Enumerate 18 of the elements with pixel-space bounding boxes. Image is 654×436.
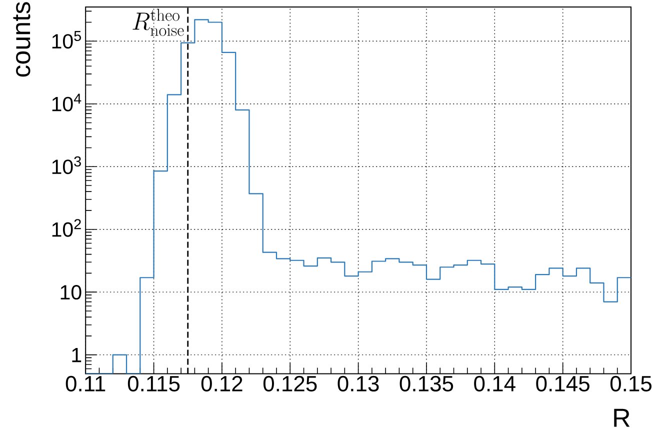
x-tick-label: 0.11	[66, 376, 106, 392]
x-axis-title: R	[614, 408, 630, 427]
ref-line-label: $R^{\mathrm{theo}}_{\mathrm{noise}}$	[132, 8, 184, 36]
x-tick-label: 0.115	[128, 376, 180, 392]
y-tick-label: 10	[60, 285, 82, 300]
x-tick-label: 0.145	[536, 376, 590, 392]
y-tick-label: 10$^{5}$	[52, 31, 81, 49]
y-tick-label: 10$^{3}$	[52, 156, 81, 174]
x-tick-label: 0.15	[610, 376, 652, 392]
y-axis-title: counts	[13, 2, 30, 77]
y-tick-label: 10$^{2}$	[52, 219, 81, 237]
y-tick-label: 10$^{4}$	[52, 94, 82, 112]
x-tick-label: 0.135	[400, 376, 454, 392]
x-tick-label: 0.13	[338, 376, 379, 392]
y-tick-label: 1	[72, 348, 82, 362]
x-tick-label: 0.14	[474, 376, 516, 392]
x-tick-label: 0.125	[263, 376, 317, 392]
x-tick-label: 0.12	[201, 376, 242, 392]
